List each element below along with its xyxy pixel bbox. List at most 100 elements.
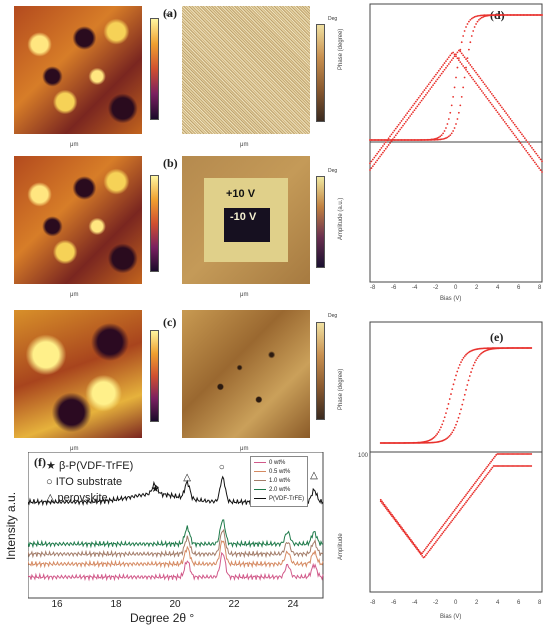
pfm-e-amp-point — [463, 503, 466, 505]
pfm-d-phase-point — [437, 136, 440, 139]
pfm-d-phase-point — [442, 132, 444, 135]
pfm-d-amp-point — [522, 135, 525, 138]
pfm-d-phase-point — [479, 14, 482, 17]
pfm-d-amp-ylabel: Amplitude (a.u.) — [338, 197, 344, 240]
pfm-e-amp-point — [427, 550, 430, 553]
pfm-e-amp-point — [433, 535, 436, 538]
pfm-d-amp-point — [473, 80, 476, 83]
pfm-d-amp-point — [476, 84, 479, 87]
pfm-d-amp-point — [470, 65, 473, 68]
pfm-e-phase-point — [401, 442, 403, 444]
pfm-e-amp-point — [452, 510, 455, 513]
pfm-d-phase-point — [383, 139, 386, 141]
pfm-d-amp-point — [528, 153, 530, 156]
pfm-e-amp-point — [476, 479, 479, 481]
pfm-d-amp-point — [466, 70, 469, 73]
pfm-d-amp-point — [492, 105, 495, 108]
pfm-d-phase-point — [482, 14, 485, 17]
pfm-d-phase-point — [449, 134, 452, 137]
pfm-e-amp-point — [526, 453, 529, 455]
pfm-e-bias-tick: -6 — [391, 600, 397, 606]
pfm-e-amp-point — [515, 453, 518, 455]
pfm-d-phase-point — [511, 14, 513, 16]
pfm-e-amp-point — [470, 494, 472, 497]
pfm-d-phase-point — [512, 14, 515, 16]
pfm-e-amp-point — [488, 462, 491, 465]
pfm-e-amp-point — [460, 500, 462, 503]
pfm-d-amp-point — [429, 81, 432, 84]
pfm-d-amp-point — [397, 123, 400, 126]
pfm-e-phase-point — [437, 431, 440, 433]
pfm-e-amp-point — [455, 514, 457, 517]
pfm-d-amp-point — [475, 82, 477, 85]
pfm-e-phase-point — [520, 347, 523, 349]
pfm-d-phase-point — [457, 111, 460, 114]
pfm-e-amp-point — [507, 465, 510, 467]
pfm-d-amp-point — [429, 88, 432, 90]
pfm-d-phase-point — [429, 138, 432, 141]
pfm-d-amp-point — [382, 151, 384, 154]
panel-label-e: (e) — [490, 330, 504, 344]
pfm-d-phase-point — [535, 14, 538, 16]
pfm-d-amp-point — [383, 143, 386, 145]
pfm-d-phase-point — [500, 14, 503, 16]
pfm-d-phase-point — [469, 41, 472, 44]
pfm-e-amp-point — [458, 509, 461, 512]
pfm-e-amp-point — [509, 453, 511, 455]
pfm-e-amp-point — [450, 514, 452, 516]
pfm-e-amp-point — [447, 517, 450, 520]
pfm-e-amp-point — [445, 527, 447, 530]
pfm-d-phase-point — [446, 123, 449, 125]
pfm-e-phase-point — [447, 403, 450, 405]
pfm-d-amp-point — [449, 54, 452, 57]
pfm-e-amp-point — [526, 465, 529, 467]
xrd-legend-swatch — [254, 470, 266, 472]
pfm-d-amp-point — [457, 59, 460, 62]
pfm-d-amp-point — [506, 124, 509, 127]
pfm-d-amp-point — [512, 132, 515, 135]
pfm-d-phase-point — [513, 14, 516, 16]
pfm-e-amp-point — [431, 546, 434, 548]
pfm-e-phase-point — [386, 442, 388, 444]
pfm-d-phase-point — [447, 135, 450, 138]
afm-c2-xunit: μm — [240, 446, 249, 452]
pfm-d-phase-point — [460, 95, 463, 98]
pfm-e-amp-point — [409, 538, 412, 541]
pfm-e-amp-point — [453, 509, 456, 511]
pfm-d-phase-loop — [369, 14, 543, 141]
pfm-d-phase-point — [472, 30, 475, 32]
pfm-d-phase-point — [384, 139, 387, 141]
pfm-e-phase-point — [441, 423, 444, 426]
pfm-e-phase-point — [387, 442, 390, 444]
pfm-e-amp-point — [516, 465, 519, 467]
pfm-e-phase-point — [448, 398, 451, 400]
xrd-series-line — [28, 540, 324, 569]
pfm-d-amp-point — [446, 65, 449, 67]
afm-b-phase-colorbar — [316, 176, 325, 268]
pfm-d-bias-tick: 0 — [454, 285, 458, 291]
pfm-d-phase-point — [476, 15, 479, 17]
pfm-d-amp-point — [526, 151, 529, 154]
pfm-d-amp-point — [410, 113, 413, 115]
pfm-d-bias-tick: 2 — [475, 285, 479, 291]
pfm-e-phase-point — [472, 364, 475, 367]
pfm-d-chart — [369, 3, 543, 283]
pfm-e-phase-point — [383, 442, 386, 444]
pfm-e-phase-ylabel: Phase (degree) — [338, 368, 344, 410]
pfm-d-amp-point — [479, 88, 482, 91]
pfm-e-amp-point — [478, 475, 481, 478]
pfm-d-amp-point — [515, 136, 518, 139]
pfm-d-amp-point — [513, 123, 516, 126]
pfm-d-phase-point — [533, 14, 536, 16]
pfm-d-phase-point — [420, 139, 423, 141]
pfm-e-amp-point — [495, 465, 498, 467]
pfm-e-phase-point — [446, 437, 449, 439]
pfm-e-amp-point — [388, 510, 391, 513]
pfm-d-bias-ticks: -8 -6 -4 -2 0 2 4 6 8 — [370, 285, 542, 293]
pfm-d-phase-point — [488, 14, 490, 16]
pfm-d-amp-point — [459, 50, 462, 53]
pfm-e-amp-point — [497, 465, 500, 467]
pfm-e-amp-point — [486, 473, 489, 476]
pfm-d-amplitude-loop — [369, 49, 543, 173]
pfm-e-phase-point — [423, 441, 426, 444]
